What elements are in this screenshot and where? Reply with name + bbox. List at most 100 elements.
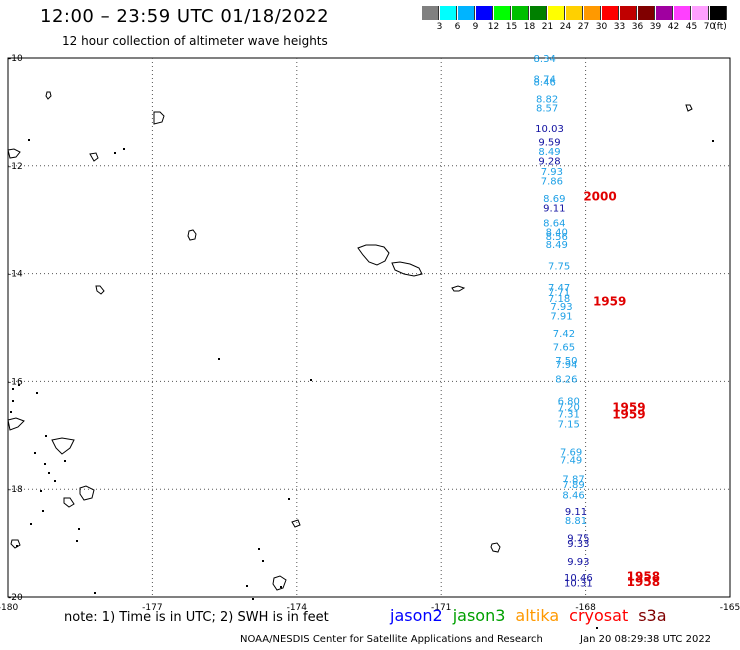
wave-height-label: 7.50: [555, 356, 577, 367]
scale-swatch: [620, 6, 637, 20]
island-outlines: [7, 91, 693, 591]
credit-line: NOAA/NESDIS Center for Satellite Applica…: [240, 634, 543, 645]
wave-height-label: 8.57: [536, 104, 558, 115]
scale-swatch: [530, 6, 547, 20]
time-tag: 1959: [612, 401, 645, 415]
island-dot: [54, 480, 56, 482]
satellite-legend: jason2 jason3 altika cryosat s3a: [390, 606, 677, 625]
island-dot: [288, 498, 290, 500]
axis-labels: -10 -12 -14 -16 -18 -20-180 -177 -174 -171 -168 -1…: [0, 54, 740, 613]
wave-height-label: 10.31: [564, 578, 593, 589]
wave-height-label: 8.49: [546, 240, 568, 251]
island-dot: [78, 528, 80, 530]
island-dot: [252, 598, 254, 600]
wave-height-label: 7.65: [553, 342, 575, 353]
wave-height-label: 8.81: [565, 516, 587, 527]
island-dot: [42, 510, 44, 512]
wave-height-label: 8.82: [536, 94, 558, 105]
island-outline: [79, 485, 95, 501]
altimeter-track-labels: 8.348.748.468.828.5710.039.598.499.287.9…: [534, 54, 593, 589]
island-outline: [357, 244, 390, 266]
scale-swatch: [710, 6, 727, 20]
island-dot: [28, 139, 30, 141]
island-outline: [272, 575, 287, 591]
island-dot: [218, 358, 220, 360]
scale-label: 45: [685, 22, 698, 32]
scale-label: 33: [613, 22, 626, 32]
island-outline: [51, 437, 75, 455]
map-subtitle: 12 hour collection of altimeter wave hei…: [62, 34, 328, 48]
wave-height-label: 9.11: [565, 507, 587, 518]
island-dot: [40, 490, 42, 492]
satellite-legend-item: altika: [515, 606, 560, 625]
wave-height-label: 8.64: [543, 218, 565, 229]
scale-label: 18: [523, 22, 536, 32]
island-outline: [490, 542, 501, 553]
scale-swatch: [512, 6, 529, 20]
scale-swatch: [584, 6, 601, 20]
lon-label: -165: [720, 603, 740, 613]
wave-height-label: 7.93: [550, 302, 572, 313]
island-outline: [7, 417, 25, 431]
wave-height-label: 9.28: [538, 156, 560, 167]
time-tag: 1959: [612, 408, 645, 422]
island-dot: [10, 411, 12, 413]
generation-timestamp: Jan 20 08:29:38 UTC 2022: [580, 634, 712, 645]
island-dot: [45, 435, 47, 437]
wave-height-label: 8.46: [534, 78, 556, 89]
island-dot: [30, 523, 32, 525]
island-dot: [94, 592, 96, 594]
lon-label: -177: [142, 603, 162, 613]
island-dot: [12, 400, 14, 402]
lon-label: -180: [0, 603, 18, 613]
scale-label: 27: [577, 22, 590, 32]
island-dot: [34, 452, 36, 454]
wave-height-label: 7.20: [558, 403, 580, 414]
scale-swatch: [674, 6, 691, 20]
wave-height-label: 8.69: [543, 194, 565, 205]
wave-height-label: 7.69: [560, 447, 582, 458]
island-outline: [153, 111, 165, 125]
time-tag: 1958: [627, 569, 660, 583]
island-dot: [64, 460, 66, 462]
lon-label: -168: [575, 603, 596, 613]
island-dot: [280, 586, 282, 588]
wave-height-label: 7.71: [548, 287, 570, 298]
wave-height-label: 7.91: [550, 312, 572, 323]
scale-swatch: [494, 6, 511, 20]
wave-height-label: 9.93: [567, 557, 589, 568]
island-dot: [16, 545, 18, 547]
island-dot: [114, 152, 116, 154]
lat-label: -10: [8, 54, 23, 64]
scale-label: 6: [454, 22, 461, 32]
island-dot: [76, 540, 78, 542]
island-outline: [391, 261, 423, 277]
footnote: note: 1) Time is in UTC; 2) SWH is in fe…: [64, 610, 329, 625]
lat-label: -20: [8, 593, 23, 603]
island-dot: [44, 463, 46, 465]
wave-height-label: 8.49: [538, 147, 560, 158]
scale-label: 30: [595, 22, 608, 32]
wave-height-label: 9.75: [567, 534, 589, 545]
wave-height-label: 7.94: [555, 360, 577, 371]
island-dot: [596, 627, 598, 629]
island-outline: [45, 91, 52, 100]
wave-height-label: 7.31: [558, 410, 580, 421]
scale-swatch: [656, 6, 673, 20]
scale-label: 3: [436, 22, 443, 32]
island-outline: [89, 152, 99, 162]
scale-swatch: [692, 6, 709, 20]
lat-label: -18: [8, 485, 23, 495]
wave-height-label: 9.33: [567, 539, 589, 550]
small-islands: [10, 139, 714, 629]
lat-label: -14: [8, 270, 23, 280]
time-tag: 2000: [583, 189, 616, 203]
island-dot: [310, 379, 312, 381]
island-dot: [12, 388, 14, 390]
scale-swatch: [602, 6, 619, 20]
map-title: 12:00 – 23:59 UTC 01/18/2022: [40, 6, 330, 27]
scale-swatch: [548, 6, 565, 20]
island-outline: [187, 229, 197, 241]
island-outline: [63, 497, 75, 508]
satellite-legend-item: jason3: [452, 606, 506, 625]
